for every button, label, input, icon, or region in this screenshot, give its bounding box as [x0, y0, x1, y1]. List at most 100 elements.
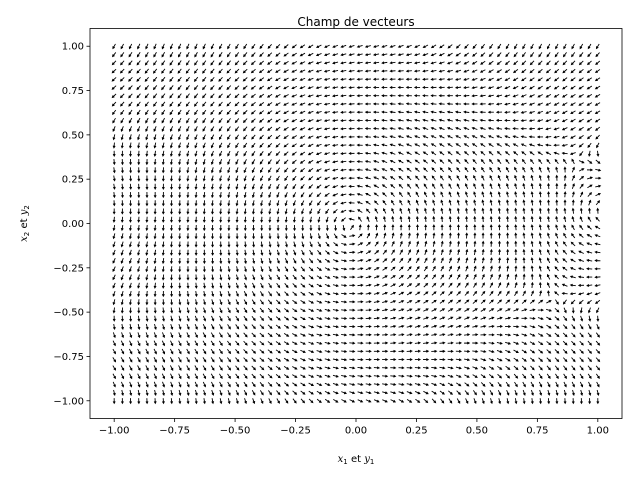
vector-arrow	[260, 249, 264, 256]
vector-arrow	[120, 150, 124, 157]
vector-arrow	[373, 333, 381, 337]
vector-arrow	[357, 358, 364, 362]
vector-arrow	[161, 398, 165, 405]
vector-arrow	[439, 316, 446, 320]
vector-arrow	[456, 274, 461, 280]
vector-arrow	[161, 68, 166, 74]
vector-arrow	[194, 348, 198, 355]
vector-arrow	[438, 102, 445, 106]
vector-arrow	[250, 77, 256, 82]
vector-arrow	[571, 52, 576, 58]
vector-arrow	[473, 232, 477, 239]
vector-arrow	[465, 257, 469, 264]
vector-arrow	[129, 389, 133, 396]
vector-arrow	[587, 373, 592, 379]
vector-arrow	[570, 250, 576, 255]
vector-arrow	[356, 143, 363, 147]
vector-arrow	[152, 93, 158, 99]
vector-arrow	[244, 398, 247, 405]
vector-arrow	[530, 273, 534, 280]
vector-arrow	[153, 109, 157, 116]
vector-arrow	[202, 175, 206, 182]
vector-arrow	[332, 350, 339, 353]
vector-arrow	[259, 60, 264, 66]
vector-arrow	[472, 316, 479, 320]
vector-arrow	[235, 315, 240, 322]
vector-arrow	[405, 69, 412, 73]
vector-arrow	[439, 390, 445, 395]
vector-arrow	[308, 341, 315, 345]
vector-arrow	[373, 358, 381, 362]
vector-arrow	[538, 182, 542, 190]
vector-arrow	[365, 325, 372, 328]
vector-arrow	[588, 389, 592, 396]
vector-arrow	[406, 308, 413, 312]
vector-arrow	[275, 332, 281, 337]
vector-arrow	[504, 135, 511, 139]
vector-arrow	[333, 399, 339, 403]
vector-arrow	[406, 159, 412, 164]
vector-arrow	[202, 118, 207, 124]
vector-arrow	[275, 52, 281, 57]
vector-arrow	[193, 85, 199, 91]
vector-arrow	[588, 398, 592, 405]
vector-arrow	[570, 118, 576, 123]
vector-arrow	[546, 365, 551, 371]
vector-arrow	[234, 101, 240, 107]
vector-arrow	[457, 224, 460, 231]
vector-arrow	[514, 232, 518, 239]
vector-arrow	[235, 307, 239, 314]
vector-arrow	[563, 215, 567, 223]
vector-arrow	[432, 224, 436, 231]
vector-arrow	[178, 183, 182, 190]
vector-arrow	[340, 102, 347, 106]
vector-arrow	[243, 299, 248, 305]
vector-arrow	[267, 159, 272, 165]
vector-arrow	[268, 183, 272, 190]
vector-arrow	[292, 216, 296, 223]
vector-arrow	[203, 282, 206, 289]
vector-arrow	[497, 224, 501, 231]
vector-arrow	[235, 389, 239, 396]
vector-arrow	[528, 135, 535, 139]
vector-arrow	[177, 85, 182, 91]
vector-arrow	[349, 308, 356, 312]
vector-arrow	[332, 317, 339, 320]
vector-arrow	[390, 333, 397, 337]
vector-arrow	[522, 207, 526, 214]
vector-arrow	[506, 257, 510, 264]
vector-arrow	[364, 143, 371, 147]
vector-arrow	[211, 200, 214, 207]
vector-arrow	[194, 51, 198, 58]
vector-arrow	[268, 398, 272, 404]
vector-arrow	[260, 167, 264, 174]
vector-arrow	[489, 299, 494, 304]
vector-arrow	[554, 77, 560, 82]
vector-arrow	[137, 175, 141, 182]
vector-arrow	[554, 274, 559, 280]
vector-arrow	[112, 365, 117, 371]
vector-arrow	[186, 167, 190, 174]
vector-arrow	[446, 102, 453, 106]
vector-arrow	[178, 315, 182, 322]
vector-arrow	[488, 143, 494, 147]
vector-arrow	[211, 249, 215, 256]
vector-arrow	[514, 248, 518, 255]
vector-arrow	[538, 357, 543, 362]
vector-arrow	[586, 259, 593, 262]
vector-arrow	[389, 77, 396, 81]
vector-arrow	[186, 315, 190, 322]
vector-arrow	[186, 126, 190, 132]
vector-arrow	[251, 365, 256, 371]
vector-arrow	[161, 134, 165, 141]
vector-arrow	[454, 102, 462, 106]
vector-arrow	[439, 349, 446, 353]
vector-arrow	[431, 291, 437, 296]
vector-arrow	[267, 307, 273, 313]
vector-arrow	[299, 61, 306, 65]
vector-arrow	[489, 174, 493, 181]
vector-arrow	[555, 43, 559, 50]
vector-arrow	[227, 340, 232, 346]
vector-arrow	[448, 257, 452, 264]
vector-arrow	[186, 208, 190, 215]
